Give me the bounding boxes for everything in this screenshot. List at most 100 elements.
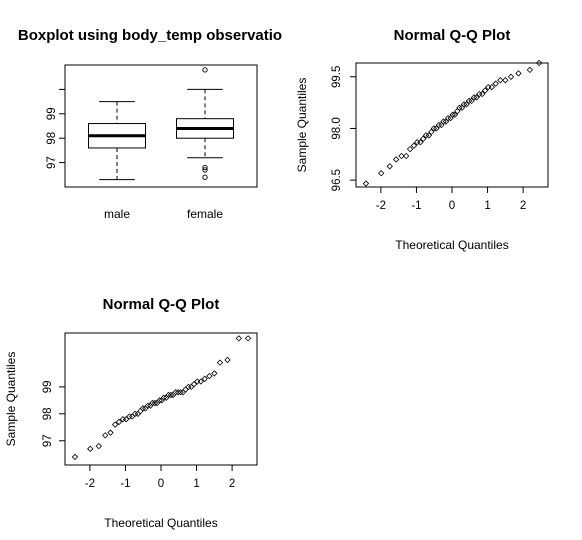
qq-point [107, 429, 114, 436]
qq-point [465, 97, 473, 105]
qq-points [362, 59, 543, 187]
x-tick-label: -1 [411, 200, 421, 212]
boxplot-panel: Boxplot using body_temp observatio 97 98 99… [18, 27, 282, 221]
qq-point [468, 97, 475, 105]
qq-point [174, 389, 182, 396]
qq-point [497, 77, 504, 84]
qq-point [451, 111, 459, 118]
qq-point [131, 410, 139, 417]
y-tick-label: 99 [46, 107, 58, 120]
qq-point [440, 118, 447, 125]
x-axis-label: Theoretical Quantiles [104, 516, 217, 530]
qq-point [492, 80, 499, 87]
y-tick-label: 99 [42, 380, 54, 393]
x-category-label: female [187, 207, 223, 221]
qq-point [115, 418, 123, 426]
qq-point [488, 83, 495, 91]
x-tick-label: -2 [85, 478, 95, 490]
x-tick-label: -1 [120, 478, 130, 490]
qq-point [87, 445, 94, 453]
qq-plot-panel-bottom: Normal Q-Q Plot -2 -1 0 1 2 97 98 99 Theoretical … [4, 296, 258, 530]
qq-plot-panel-top: Normal Q-Q Plot -2 -1 0 1 2 96.5 98.0 99.5 Theore… [295, 27, 549, 252]
chart-title: Normal Q-Q Plot [103, 296, 220, 313]
qq-point [402, 152, 410, 160]
y-axis-label: Sample Quantiles [295, 78, 309, 173]
qq-point [206, 372, 213, 380]
qq-point [444, 114, 452, 122]
qq-point [71, 453, 79, 461]
qq-point [122, 416, 130, 423]
qq-point [428, 128, 435, 136]
outlier-point [202, 174, 208, 180]
x-tick-label: 0 [449, 200, 455, 212]
box-female [176, 67, 234, 180]
outlier-point [202, 167, 208, 173]
qq-point [507, 73, 515, 80]
qq-point [211, 370, 218, 377]
outlier-point [202, 67, 208, 73]
qq-point [224, 356, 231, 364]
qq-point [111, 421, 119, 428]
qq-point [449, 111, 456, 118]
x-tick-label: 1 [193, 478, 199, 490]
qq-point [417, 139, 424, 146]
qq-point [197, 378, 204, 385]
y-tick-label: 96.5 [331, 169, 343, 191]
qq-point [185, 383, 192, 391]
qq-point [139, 405, 147, 412]
qq-point [190, 381, 198, 388]
qq-point [149, 399, 156, 407]
qq-point [362, 180, 370, 187]
qq-point [201, 375, 208, 382]
qq-point [456, 104, 463, 111]
qq-point [479, 90, 486, 98]
plot-frame [64, 64, 258, 188]
qq-point [430, 125, 438, 132]
qq-point [156, 397, 163, 404]
y-tick-label: 97 [42, 434, 54, 447]
qq-point [435, 121, 443, 129]
qq-point [378, 170, 385, 177]
x-tick-label: 2 [520, 200, 526, 212]
qq-point [502, 77, 509, 84]
qq-point [177, 389, 184, 396]
qq-point [126, 413, 133, 420]
y-tick-label: 98 [46, 132, 58, 145]
x-axis-label: Theoretical Quantiles [395, 238, 508, 252]
qq-points [71, 335, 252, 461]
x-tick-label: 0 [158, 478, 164, 490]
y-tick-label: 99.5 [331, 66, 343, 88]
qq-point [433, 125, 440, 132]
x-tick-label: -2 [376, 200, 386, 212]
x-tick-label: 1 [484, 200, 490, 212]
qq-point [160, 394, 168, 401]
qq-point [420, 135, 427, 142]
qq-point [172, 389, 179, 396]
qq-point [386, 163, 393, 170]
qq-point [102, 432, 109, 439]
qq-point [463, 101, 470, 108]
qq-point [167, 391, 175, 399]
qq-point [165, 391, 172, 399]
chart-title: Boxplot using body_temp observatio [18, 27, 282, 44]
qq-point [393, 156, 400, 163]
x-tick-label: 2 [229, 478, 235, 490]
box-male [88, 101, 146, 181]
plot-frame [355, 62, 549, 188]
qq-point [137, 407, 144, 415]
qq-point [422, 132, 430, 139]
qq-point [182, 386, 189, 393]
qq-point [470, 94, 478, 101]
qq-point [410, 142, 418, 149]
qq-point [406, 145, 414, 153]
qq-point [95, 442, 102, 450]
outlier-point [202, 164, 208, 171]
y-tick-label: 98.0 [331, 117, 343, 139]
qq-point [244, 335, 252, 342]
qq-point [481, 87, 489, 94]
y-axis-label: Sample Quantiles [4, 352, 18, 447]
qq-point [473, 94, 480, 101]
qq-point [151, 399, 159, 407]
qq-point [425, 132, 433, 139]
